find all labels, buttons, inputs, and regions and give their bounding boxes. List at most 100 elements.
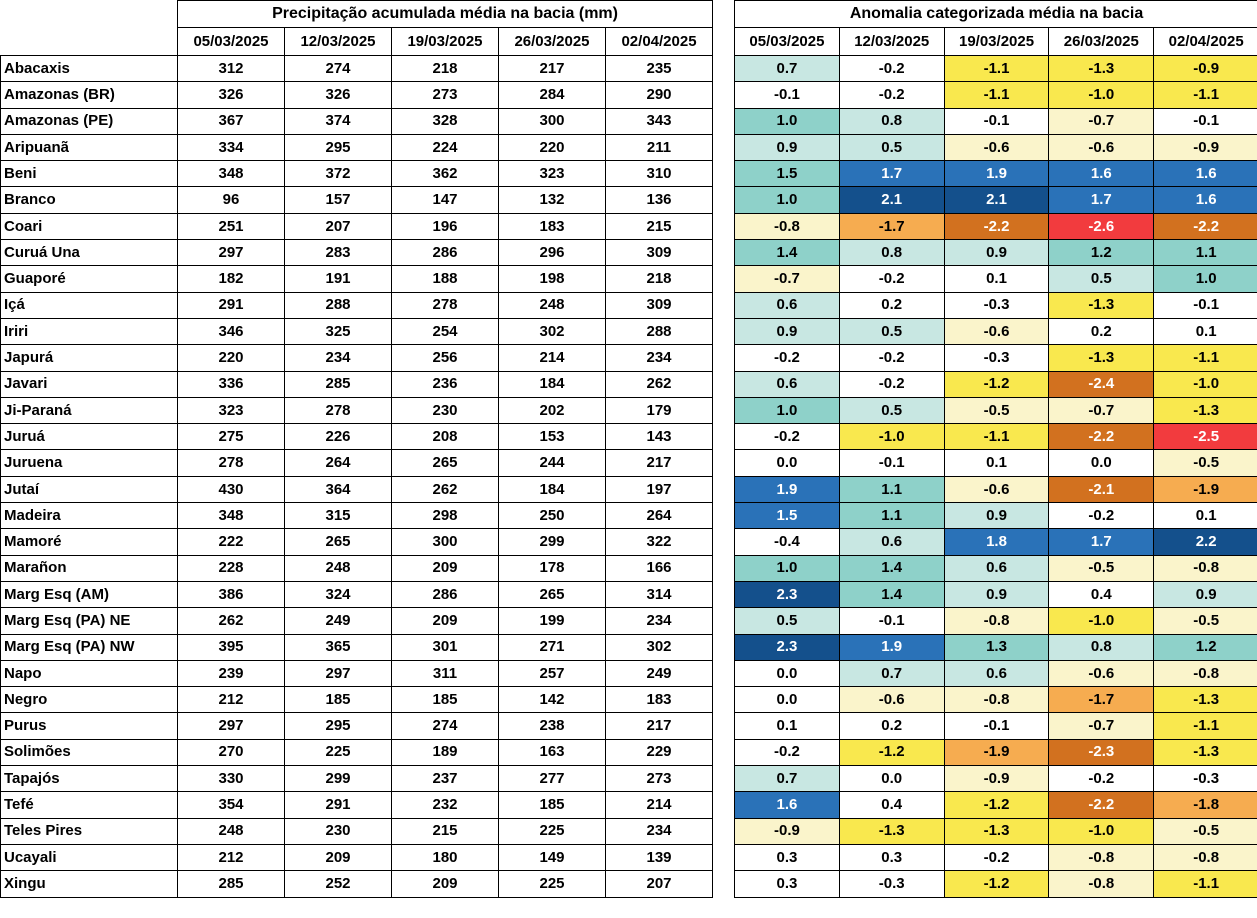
anomaly-value-cell: 0.7 (734, 54, 840, 83)
anomaly-value-cell: 1.6 (734, 791, 840, 819)
basin-label: Xingu (0, 870, 178, 898)
anomaly-value-cell: -0.2 (838, 54, 945, 83)
precip-value-cell: 96 (177, 186, 285, 214)
precip-value-cell: 153 (498, 423, 606, 451)
precip-value-cell: 254 (391, 317, 499, 346)
precip-value-cell: 262 (391, 475, 499, 504)
precip-value-cell: 149 (498, 843, 606, 872)
basin-label: Içá (0, 291, 178, 319)
anomaly-value-cell: -1.0 (1153, 370, 1257, 398)
anomaly-value-cell: -1.1 (943, 81, 1050, 109)
anomaly-value-cell: -1.3 (1048, 291, 1155, 319)
precip-value-cell: 234 (604, 817, 714, 845)
anomaly-value-cell: -0.1 (838, 449, 945, 477)
precip-value-cell: 285 (284, 370, 392, 398)
anomaly-value-cell: 1.0 (734, 396, 840, 425)
precip-value-cell: 244 (498, 449, 606, 477)
anomaly-value-cell: 1.2 (1153, 633, 1257, 661)
anomaly-value-cell: 0.5 (838, 396, 945, 425)
precip-value-cell: 218 (604, 265, 714, 293)
precip-value-cell: 430 (177, 475, 285, 504)
anomaly-value-cell: -1.0 (1048, 607, 1155, 635)
anomaly-row: 1.9 1.1 -0.6 -2.1 -1.9 (734, 475, 1257, 504)
basin-label: Abacaxis (0, 54, 178, 83)
precip-value-cell: 285 (177, 870, 285, 898)
precip-value-cell: 273 (391, 81, 499, 109)
anomaly-value-cell: -0.6 (943, 317, 1050, 346)
precip-value-cell: 256 (391, 344, 499, 372)
anomaly-row: 1.5 1.7 1.9 1.6 1.6 (734, 160, 1257, 188)
precipitation-row: Purus 297 295 274 238 217 (0, 712, 714, 740)
precip-value-cell: 325 (284, 317, 392, 346)
precipitation-table-title: Precipitação acumulada média na bacia (m… (176, 0, 714, 28)
anomaly-value-cell: 0.4 (838, 791, 945, 819)
anomaly-value-cell: 0.3 (734, 843, 840, 872)
precip-value-cell: 346 (177, 317, 285, 346)
anomaly-value-cell: -0.9 (734, 817, 840, 845)
precip-value-cell: 184 (498, 370, 606, 398)
anomaly-value-cell: -1.1 (943, 423, 1050, 451)
precip-value-cell: 163 (498, 738, 606, 767)
precip-value-cell: 198 (498, 265, 606, 293)
anomaly-value-cell: -0.6 (1048, 133, 1155, 162)
precip-value-cell: 354 (177, 791, 285, 819)
anomaly-value-cell: 0.6 (943, 554, 1050, 582)
anomaly-value-cell: -0.6 (1048, 659, 1155, 688)
precip-value-cell: 314 (604, 580, 714, 609)
precipitation-row: Iriri 346 325 254 302 288 (0, 317, 714, 346)
precipitation-row: Tapajós 330 299 237 277 273 (0, 765, 714, 793)
anomaly-value-cell: -0.5 (943, 396, 1050, 425)
precip-value-cell: 326 (284, 81, 392, 109)
precip-value-cell: 212 (177, 843, 285, 872)
anomaly-value-cell: -0.8 (1048, 843, 1155, 872)
anomaly-value-cell: 1.9 (734, 475, 840, 504)
precipitation-row: Solimões 270 225 189 163 229 (0, 738, 714, 767)
anomaly-row: 1.6 0.4 -1.2 -2.2 -1.8 (734, 791, 1257, 819)
precipitation-row: Branco 96 157 147 132 136 (0, 186, 714, 214)
precip-value-cell: 262 (604, 370, 714, 398)
anomaly-row: 0.3 0.3 -0.2 -0.8 -0.8 (734, 843, 1257, 872)
precipitation-row: Napo 239 297 311 257 249 (0, 659, 714, 688)
column-header-date: 12/03/2025 (838, 27, 945, 56)
anomaly-row: 2.3 1.4 0.9 0.4 0.9 (734, 580, 1257, 609)
column-header-date: 26/03/2025 (1048, 27, 1155, 56)
anomaly-value-cell: -0.8 (943, 686, 1050, 714)
basin-label: Madeira (0, 502, 178, 530)
anomaly-row: 1.0 0.5 -0.5 -0.7 -1.3 (734, 396, 1257, 425)
anomaly-value-cell: -1.2 (943, 791, 1050, 819)
precip-value-cell: 199 (498, 607, 606, 635)
precip-value-cell: 323 (498, 160, 606, 188)
precip-value-cell: 295 (284, 712, 392, 740)
anomaly-value-cell: 0.0 (734, 659, 840, 688)
anomaly-value-cell: 2.1 (838, 186, 945, 214)
anomaly-value-cell: -0.2 (838, 370, 945, 398)
anomaly-value-cell: 0.9 (943, 580, 1050, 609)
anomaly-value-cell: 1.1 (838, 475, 945, 504)
precip-value-cell: 183 (604, 686, 714, 714)
precip-value-cell: 299 (284, 765, 392, 793)
basin-label: Tapajós (0, 765, 178, 793)
precip-value-cell: 228 (177, 554, 285, 582)
anomaly-value-cell: -2.3 (1048, 738, 1155, 767)
anomaly-value-cell: -0.7 (1048, 396, 1155, 425)
anomaly-row: 1.0 2.1 2.1 1.7 1.6 (734, 186, 1257, 214)
precip-value-cell: 235 (604, 54, 714, 83)
anomaly-row: -0.8 -1.7 -2.2 -2.6 -2.2 (734, 212, 1257, 241)
precip-value-cell: 139 (604, 843, 714, 872)
precip-value-cell: 157 (284, 186, 392, 214)
anomaly-value-cell: -0.3 (838, 870, 945, 898)
precip-value-cell: 142 (498, 686, 606, 714)
anomaly-value-cell: 1.0 (1153, 265, 1257, 293)
precip-value-cell: 322 (604, 528, 714, 556)
anomaly-row: 1.0 1.4 0.6 -0.5 -0.8 (734, 554, 1257, 582)
precipitation-row: Marg Esq (PA) NE 262 249 209 199 234 (0, 607, 714, 635)
anomaly-row: 0.9 0.5 -0.6 0.2 0.1 (734, 317, 1257, 346)
anomaly-value-cell: -1.1 (1153, 81, 1257, 109)
precipitation-row: Içá 291 288 278 248 309 (0, 291, 714, 319)
precip-value-cell: 334 (177, 133, 285, 162)
anomaly-date-header-row: 05/03/2025 12/03/2025 19/03/2025 26/03/2025… (734, 27, 1257, 56)
anomaly-row: -0.2 -1.0 -1.1 -2.2 -2.5 (734, 423, 1257, 451)
precip-value-cell: 367 (177, 107, 285, 135)
anomaly-value-cell: 0.5 (1048, 265, 1155, 293)
precip-value-cell: 336 (177, 370, 285, 398)
